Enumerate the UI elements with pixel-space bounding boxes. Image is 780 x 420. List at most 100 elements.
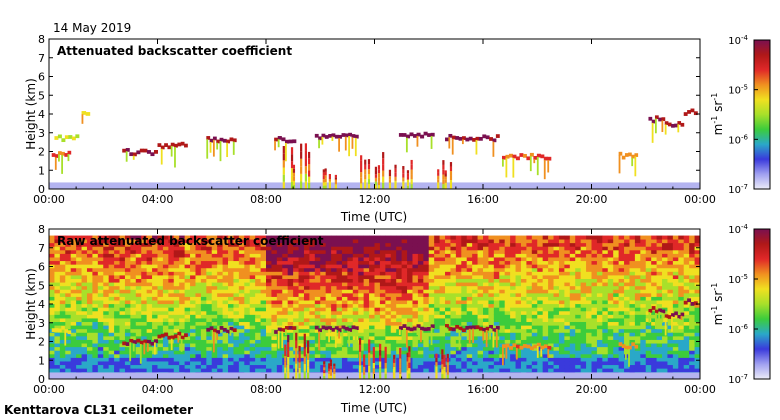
noise-cell [135, 307, 142, 312]
noise-cell [461, 242, 468, 247]
noise-cell [607, 271, 614, 276]
noise-cell [309, 350, 316, 355]
noise-cell [59, 264, 66, 269]
cloud-layer [288, 139, 293, 144]
noise-cell [86, 343, 93, 348]
noise-cell [114, 335, 120, 340]
noise-cell [629, 271, 636, 276]
noise-cell [49, 271, 55, 276]
noise-cell [173, 249, 180, 254]
noise-cell [363, 339, 370, 344]
noise-cell [124, 307, 131, 312]
noise-cell [86, 260, 93, 265]
noise-cell [336, 235, 343, 240]
noise-cell [542, 325, 549, 330]
noise-cell [575, 235, 582, 240]
noise-cell [184, 321, 191, 326]
noise-cell [461, 260, 468, 265]
noise-cell [645, 328, 652, 333]
noise-cell [515, 300, 522, 305]
noise-cell [634, 296, 641, 301]
noise-cell [266, 271, 272, 276]
noise-cell [412, 318, 419, 323]
noise-cell [157, 275, 164, 279]
noise-cell [656, 357, 663, 362]
cloud-virga [61, 155, 64, 174]
noise-cell [618, 300, 625, 305]
noise-cell [341, 318, 348, 323]
noise-cell [401, 267, 408, 272]
noise-cell [293, 318, 299, 323]
noise-cell [564, 292, 571, 297]
noise-cell [238, 289, 245, 294]
noise-cell [629, 296, 636, 301]
noise-cell [379, 368, 386, 373]
noise-cell [124, 275, 131, 279]
noise-cell [515, 239, 522, 244]
noise-cell [401, 350, 408, 355]
noise-cell [417, 275, 424, 279]
noise-cell [298, 361, 305, 366]
noise-cell [379, 339, 386, 344]
noise-cell [396, 353, 403, 358]
noise-cell [374, 314, 381, 319]
noise-cell [586, 296, 592, 301]
noise-cell [228, 361, 234, 366]
noise-cell [569, 353, 576, 358]
noise-cell [206, 303, 213, 308]
noise-cell [352, 314, 359, 319]
noise-cell [184, 242, 191, 247]
noise-cell [65, 364, 72, 369]
noise-cell [92, 249, 99, 254]
noise-cell [455, 361, 462, 366]
noise-cell [303, 239, 310, 244]
noise-cell [108, 246, 115, 251]
noise-cell [49, 310, 55, 315]
noise-cell [542, 239, 549, 244]
noise-cell [537, 264, 544, 269]
noise-cell [217, 303, 223, 308]
noise-cell [146, 321, 153, 326]
noise-cell [624, 314, 630, 319]
noise-cell [445, 321, 451, 326]
noise-cell [162, 264, 169, 269]
noise-cell [336, 339, 343, 344]
noise-cell [461, 289, 468, 294]
noise-cell [162, 350, 169, 355]
noise-cell [407, 343, 413, 348]
cloud-layer [81, 111, 87, 115]
noise-cell [450, 242, 457, 247]
noise-cell [640, 257, 647, 262]
noise-cell [477, 310, 484, 315]
noise-cell [493, 289, 500, 294]
precipitation-shaft [394, 164, 397, 169]
noise-cell [488, 271, 495, 276]
noise-cell [396, 271, 403, 276]
noise-cell [499, 235, 506, 240]
noise-cell [624, 285, 630, 290]
noise-cell [390, 246, 397, 251]
noise-cell [309, 343, 316, 348]
noise-cell [103, 264, 110, 269]
noise-cell [228, 246, 234, 251]
noise-cell [157, 282, 164, 287]
noise-cell [173, 246, 180, 251]
precipitation-shaft [300, 181, 303, 189]
noise-cell [412, 368, 419, 373]
noise-cell [607, 285, 614, 290]
noise-cell [531, 292, 538, 297]
noise-cell [217, 321, 223, 326]
noise-cell [548, 271, 554, 276]
cloud-layer [690, 108, 695, 113]
noise-cell [54, 321, 61, 326]
noise-cell [439, 249, 446, 254]
noise-cell [103, 339, 110, 344]
noise-cell [119, 332, 126, 337]
noise-cell [287, 318, 294, 323]
noise-cell [255, 246, 261, 251]
noise-cell [336, 364, 343, 369]
noise-cell [352, 346, 359, 351]
noise-cell [59, 267, 66, 272]
noise-cell [531, 353, 538, 358]
noise-cell [488, 335, 495, 340]
